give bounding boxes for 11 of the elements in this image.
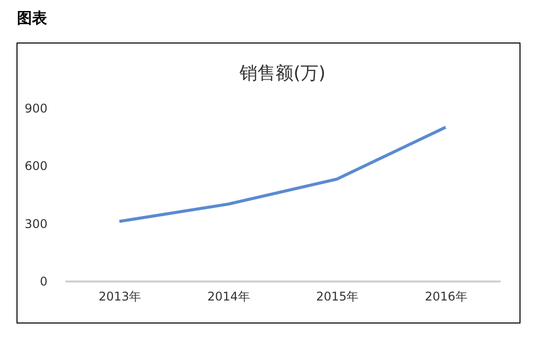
line-series (118, 126, 448, 223)
y-tick-label: 900 (24, 102, 48, 116)
x-tick-label: 2014年 (207, 290, 250, 304)
y-tick-label: 600 (24, 159, 48, 174)
x-tick-label: 2013年 (98, 290, 142, 304)
x-tick-label: 2016年 (424, 290, 468, 304)
text: 图表 (17, 9, 48, 27)
y-tick-label: 0 (40, 274, 48, 288)
y-tick-label: 300 (24, 216, 48, 231)
x-tick-label: 2015年 (316, 290, 359, 304)
chart-title: 销售额(万) (238, 63, 326, 84)
